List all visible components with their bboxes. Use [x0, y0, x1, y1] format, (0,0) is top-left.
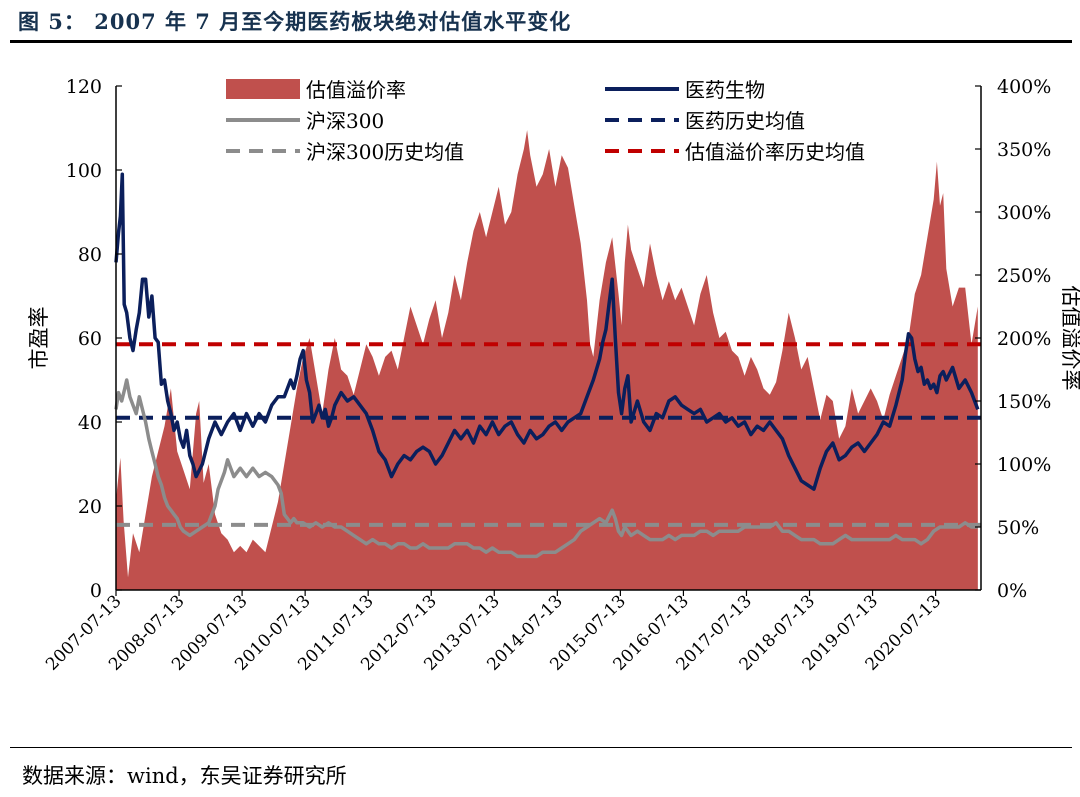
legend-label: 医药生物 — [685, 78, 765, 102]
y-tick-label: 100 — [66, 160, 102, 182]
legend-item: 估值溢价率历史均值 — [605, 140, 865, 164]
premium-area-layer — [116, 130, 978, 590]
y-tick-label: 0 — [90, 580, 102, 602]
legend-item: 沪深300历史均值 — [226, 140, 464, 164]
pe-lines-layer — [114, 172, 980, 559]
y2-tick-label: 300% — [997, 202, 1051, 224]
y-tick-label: 120 — [66, 76, 102, 98]
y2-tick-label: 250% — [997, 265, 1051, 287]
legend-item: 沪深300 — [226, 109, 384, 133]
y-tick-label: 80 — [78, 244, 102, 266]
y-axis-label: 市盈率 — [27, 307, 51, 370]
legend-label: 估值溢价率历史均值 — [685, 140, 865, 164]
y-tick-label: 40 — [78, 412, 102, 434]
legend-item: 估值溢价率 — [226, 78, 406, 102]
legend-label: 医药历史均值 — [685, 109, 805, 133]
pe-valuation-chart: 0 20 40 60 80 100 120 0% 50% 100% 150% 200% 250% 300%… — [27, 76, 1080, 675]
pharma-line-series — [114, 172, 980, 491]
footer-rule — [10, 747, 1072, 748]
figure-title: 图 5： 2007 年 7 月至今期医药板块绝对估值水平变化 — [18, 9, 572, 34]
legend-item: 医药生物 — [605, 78, 765, 102]
y2-tick-label: 400% — [997, 76, 1051, 98]
y2-tick-label: 150% — [997, 391, 1051, 413]
legend-label: 沪深300 — [306, 109, 384, 133]
y-tick-label: 20 — [78, 496, 102, 518]
y2-axis-label: 估值溢价率 — [1059, 286, 1080, 391]
legend-item: 医药历史均值 — [605, 109, 805, 133]
y2-tick-label: 0% — [997, 580, 1027, 602]
title-rule — [10, 40, 1072, 43]
legend-label: 估值溢价率 — [306, 78, 406, 102]
legend-label: 沪深300历史均值 — [306, 140, 464, 164]
premium-area-series — [116, 130, 978, 590]
legend-swatch-area — [226, 79, 300, 99]
y2-tick-label: 50% — [997, 517, 1039, 539]
y-tick-label: 60 — [78, 328, 102, 350]
y2-tick-label: 350% — [997, 139, 1051, 161]
y2-tick-label: 100% — [997, 454, 1051, 476]
y2-tick-label: 200% — [997, 328, 1051, 350]
source-note: 数据来源：wind，东吴证券研究所 — [22, 764, 347, 788]
hs300-line-series — [114, 378, 978, 559]
